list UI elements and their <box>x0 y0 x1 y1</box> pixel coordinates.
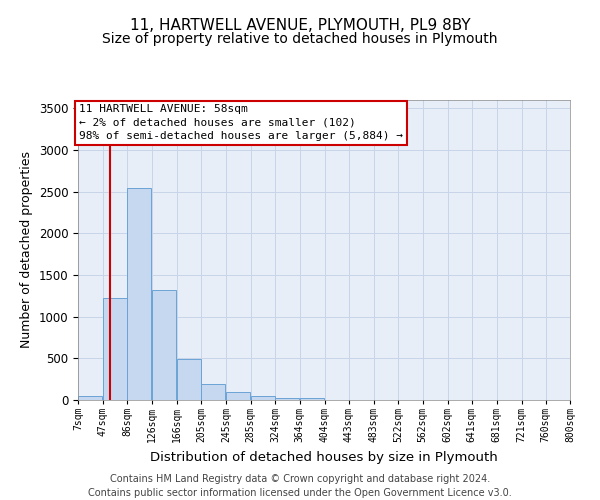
Bar <box>201 384 225 400</box>
Bar <box>226 392 250 400</box>
Bar <box>251 396 275 400</box>
Bar <box>300 398 324 400</box>
Y-axis label: Number of detached properties: Number of detached properties <box>20 152 33 348</box>
Bar <box>152 290 176 400</box>
Bar <box>78 396 102 400</box>
Bar <box>103 298 127 400</box>
Text: Size of property relative to detached houses in Plymouth: Size of property relative to detached ho… <box>102 32 498 46</box>
Bar <box>127 188 151 400</box>
X-axis label: Distribution of detached houses by size in Plymouth: Distribution of detached houses by size … <box>150 450 498 464</box>
Text: 11, HARTWELL AVENUE, PLYMOUTH, PL9 8BY: 11, HARTWELL AVENUE, PLYMOUTH, PL9 8BY <box>130 18 470 32</box>
Text: 11 HARTWELL AVENUE: 58sqm
← 2% of detached houses are smaller (102)
98% of semi-: 11 HARTWELL AVENUE: 58sqm ← 2% of detach… <box>79 104 403 141</box>
Bar <box>275 398 299 400</box>
Text: Contains HM Land Registry data © Crown copyright and database right 2024.
Contai: Contains HM Land Registry data © Crown c… <box>88 474 512 498</box>
Bar <box>177 359 201 400</box>
